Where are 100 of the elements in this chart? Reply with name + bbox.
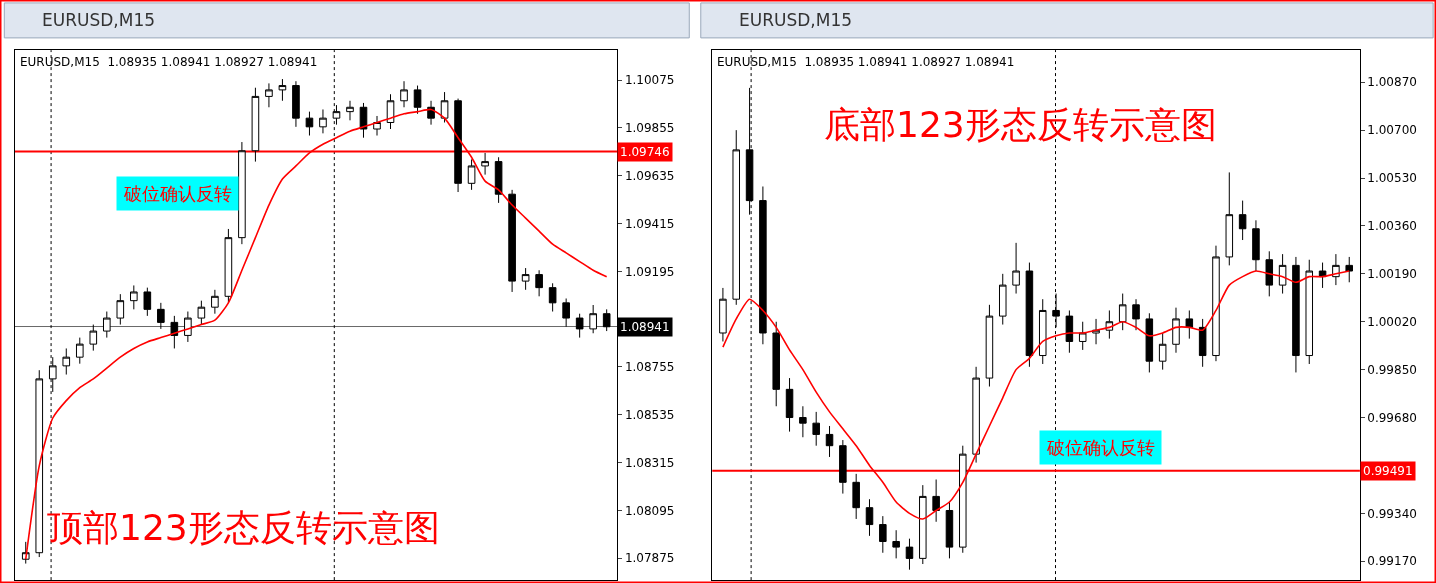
candlestick: [732, 129, 741, 306]
candlestick: [1252, 219, 1260, 272]
y-tick-label: 1.08095: [624, 503, 675, 518]
candlestick: [319, 108, 327, 134]
chart-title: EURUSD,M15: [42, 10, 156, 30]
candlestick: [508, 189, 516, 293]
candlestick: [1038, 298, 1047, 365]
y-tick-label: 1.08535: [624, 407, 675, 422]
candlestick: [413, 85, 422, 115]
chart-subtitle: EURUSD,M15 1.08935 1.08941 1.08927 1.08941: [717, 55, 1015, 69]
annotation: 底部123形态反转示意图: [824, 104, 1217, 145]
candlestick: [494, 156, 503, 204]
candlestick: [278, 78, 287, 102]
candlestick: [1265, 250, 1274, 297]
candlestick: [1225, 171, 1234, 266]
candlestick: [1145, 312, 1154, 373]
candlestick: [265, 82, 273, 108]
candlestick: [799, 405, 807, 438]
candlestick: [879, 515, 887, 554]
annotation: 破位确认反转: [1046, 437, 1155, 458]
candlestick: [972, 366, 980, 464]
candlestick: [1158, 332, 1167, 371]
candlestick: [481, 152, 489, 176]
candlestick: [1212, 245, 1220, 362]
candlestick: [292, 80, 300, 128]
candlestick: [75, 337, 84, 365]
y-tick-label: 1.08315: [624, 455, 675, 470]
candlestick: [985, 304, 994, 388]
chart-subtitle: EURUSD,M15 1.08935 1.08941 1.08927 1.08941: [20, 55, 318, 69]
candlestick: [1238, 200, 1247, 241]
y-tick-label: 1.08755: [624, 360, 675, 375]
candlestick: [905, 538, 914, 571]
y-tick-label: 1.00360: [1367, 219, 1417, 234]
candlestick: [130, 284, 138, 310]
candlestick: [839, 439, 847, 495]
candlestick: [1118, 293, 1127, 331]
ref-line-label: 1.09746: [620, 145, 670, 159]
annotation: 顶部123形态反转示意图: [47, 507, 440, 548]
ref-line-label: 0.99491: [1363, 464, 1413, 478]
candlestick: [454, 98, 462, 193]
y-tick-label: 0.99340: [1367, 506, 1417, 521]
candlestick: [719, 287, 727, 342]
candlestick: [548, 282, 557, 313]
candlestick: [932, 479, 940, 523]
candlestick: [535, 269, 543, 297]
ref-line-label: 1.08941: [620, 320, 670, 334]
y-tick-label: 1.00190: [1367, 267, 1417, 282]
candlestick: [759, 186, 767, 345]
candlestick: [959, 445, 967, 554]
candlestick: [852, 473, 860, 520]
candlestick: [1292, 256, 1300, 373]
y-tick-label: 1.09195: [624, 264, 675, 279]
candlestick: [197, 300, 206, 326]
candlestick: [919, 484, 927, 565]
y-tick-label: 1.00530: [1367, 171, 1417, 186]
candlestick: [1305, 259, 1314, 365]
candlestick: [400, 80, 408, 108]
candlestick: [772, 321, 780, 407]
y-tick-label: 1.09635: [624, 168, 675, 183]
candlestick: [143, 287, 152, 317]
candlestick: [945, 501, 954, 559]
candlestick: [62, 347, 71, 376]
candlestick: [251, 87, 260, 163]
candlestick: [812, 411, 820, 447]
y-tick-label: 1.00020: [1367, 314, 1417, 329]
y-tick-label: 1.09415: [624, 216, 675, 231]
candlestick: [305, 111, 314, 137]
y-tick-label: 0.99850: [1367, 362, 1417, 377]
candlestick: [1025, 262, 1034, 368]
candlestick: [224, 228, 233, 304]
candlestick: [346, 100, 354, 121]
candlestick: [865, 498, 874, 537]
chart-title: EURUSD,M15: [739, 10, 853, 30]
y-tick-label: 1.10075: [624, 73, 675, 88]
candlestick: [1132, 298, 1140, 331]
candlestick: [999, 273, 1007, 326]
candlestick: [1185, 309, 1194, 340]
y-tick-label: 1.00700: [1367, 123, 1417, 138]
y-tick-label: 1.00870: [1367, 75, 1417, 90]
candlestick: [238, 141, 246, 245]
candlestick: [1198, 318, 1207, 368]
y-tick-label: 1.07875: [624, 551, 675, 566]
candlestick: [1345, 256, 1353, 283]
candlestick: [1278, 253, 1287, 295]
candlestick: [892, 529, 900, 559]
candlestick: [440, 91, 449, 123]
candlestick: [521, 267, 530, 291]
annotation: 破位确认反转: [123, 183, 232, 204]
candlestick: [785, 377, 794, 433]
candlestick: [467, 158, 476, 191]
candlestick: [211, 289, 219, 315]
y-tick-label: 0.99170: [1367, 554, 1417, 569]
y-tick-label: 1.09855: [624, 121, 675, 136]
candlestick: [1012, 242, 1020, 295]
candlestick: [1078, 321, 1087, 351]
y-tick-label: 0.99680: [1367, 410, 1417, 425]
candlestick: [1172, 307, 1180, 354]
candlestick: [825, 425, 834, 458]
candlestick: [427, 100, 435, 126]
candlestick: [1065, 309, 1074, 354]
